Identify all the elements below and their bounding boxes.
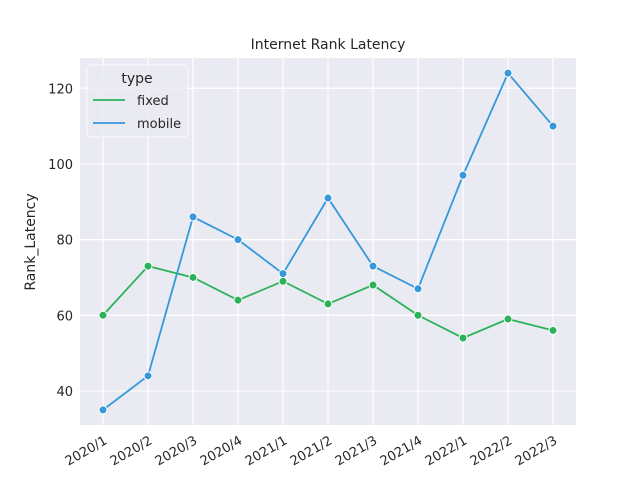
data-point-fixed xyxy=(323,299,333,309)
data-point-mobile xyxy=(503,68,513,78)
data-point-mobile xyxy=(413,284,423,294)
y-tick-label: 80 xyxy=(56,234,73,249)
x-tick-label: 2020/2 xyxy=(108,433,155,469)
data-point-fixed xyxy=(458,333,468,343)
y-tick-label: 40 xyxy=(56,385,73,400)
series xyxy=(98,68,558,415)
data-point-fixed xyxy=(233,295,243,305)
data-point-mobile xyxy=(188,212,198,222)
x-tick-label: 2021/2 xyxy=(288,433,335,469)
legend-label-fixed: fixed xyxy=(137,94,169,109)
x-tick-label: 2020/4 xyxy=(198,433,245,469)
legend: type fixed mobile xyxy=(86,64,189,138)
x-tick-label: 2021/4 xyxy=(378,433,425,469)
y-tick-label: 100 xyxy=(48,158,73,173)
grid xyxy=(80,58,576,425)
y-tick-label: 60 xyxy=(56,309,73,324)
data-point-mobile xyxy=(143,371,153,381)
data-point-fixed xyxy=(503,314,513,324)
data-point-mobile xyxy=(278,269,288,279)
data-point-fixed xyxy=(98,310,108,320)
legend-label-mobile: mobile xyxy=(137,117,181,132)
data-point-fixed xyxy=(143,261,153,271)
data-point-fixed xyxy=(548,325,558,335)
data-point-mobile xyxy=(548,121,558,131)
series-mobile xyxy=(98,68,558,415)
data-point-mobile xyxy=(98,405,108,415)
data-point-fixed xyxy=(368,280,378,290)
x-tick-label: 2022/1 xyxy=(423,433,470,469)
data-point-fixed xyxy=(278,276,288,286)
legend-box xyxy=(86,64,189,138)
chart-title: Internet Rank Latency xyxy=(251,37,406,53)
series-fixed xyxy=(98,261,558,343)
x-tick-label: 2021/3 xyxy=(333,433,380,469)
x-tick-label: 2022/3 xyxy=(513,433,560,469)
legend-title: type xyxy=(121,71,152,87)
data-point-mobile xyxy=(323,193,333,203)
y-tick-label: 120 xyxy=(48,82,73,97)
x-tick-label: 2021/1 xyxy=(243,433,290,469)
y-axis-label: Rank_Latency xyxy=(23,193,39,290)
data-point-mobile xyxy=(233,235,243,245)
data-point-fixed xyxy=(413,310,423,320)
x-tick-label: 2020/1 xyxy=(63,433,110,469)
data-point-fixed xyxy=(188,272,198,282)
x-tick-label: 2020/3 xyxy=(153,433,200,469)
x-tick-label: 2022/2 xyxy=(468,433,515,469)
data-point-mobile xyxy=(368,261,378,271)
data-point-mobile xyxy=(458,170,468,180)
